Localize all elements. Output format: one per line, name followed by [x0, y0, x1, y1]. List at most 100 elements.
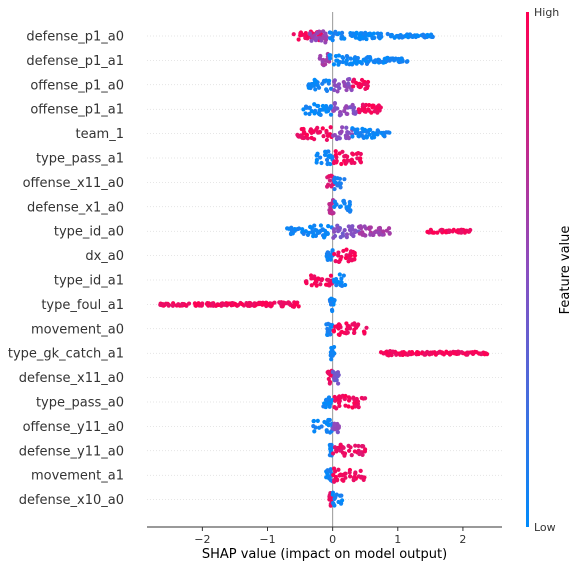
data-point	[360, 444, 365, 449]
data-point	[305, 136, 310, 141]
data-point	[326, 417, 331, 423]
data-point	[370, 103, 375, 108]
feature-row-defense_p1_a1	[317, 51, 410, 68]
data-point	[330, 351, 335, 357]
feature-label: defense_x10_a0	[19, 493, 124, 508]
data-point	[312, 274, 317, 279]
data-point	[467, 229, 472, 234]
data-point	[341, 55, 346, 61]
data-point	[346, 81, 351, 86]
data-point	[314, 36, 319, 41]
data-point	[332, 79, 337, 84]
data-point	[465, 352, 470, 357]
data-point	[479, 352, 484, 357]
data-point	[415, 350, 420, 355]
data-point	[339, 329, 344, 334]
data-point	[389, 352, 394, 358]
data-point	[325, 250, 330, 255]
data-point	[210, 301, 215, 306]
data-point	[341, 472, 346, 477]
data-point	[179, 302, 184, 307]
data-point	[375, 106, 380, 111]
data-point	[362, 224, 367, 229]
data-point	[330, 38, 335, 43]
data-point	[389, 57, 394, 62]
data-point	[336, 259, 341, 264]
data-point	[288, 231, 294, 236]
data-point	[323, 398, 329, 403]
data-point	[239, 302, 245, 307]
data-point	[311, 418, 317, 424]
data-point	[344, 87, 349, 93]
data-point	[351, 108, 356, 113]
feature-label: defense_x1_a0	[27, 200, 124, 215]
feature-row-type_pass_a0	[321, 393, 368, 411]
x-tick-label: 1	[394, 533, 401, 546]
feature-row-type_id_a0	[285, 223, 473, 240]
data-point	[360, 35, 365, 40]
data-point	[357, 231, 362, 236]
data-point	[342, 228, 347, 233]
data-point	[352, 127, 357, 132]
data-point	[341, 445, 346, 450]
data-point	[166, 303, 171, 308]
data-point	[337, 136, 342, 141]
data-point	[359, 395, 364, 401]
feature-row-offense_x11_a0	[325, 173, 347, 192]
data-point	[356, 404, 361, 410]
feature-label: type_gk_catch_a1	[8, 347, 124, 362]
data-point	[350, 224, 355, 229]
data-point	[301, 135, 306, 141]
data-point	[318, 223, 324, 228]
data-point	[325, 471, 330, 476]
data-point	[350, 152, 356, 157]
data-point	[321, 134, 326, 139]
data-point	[309, 229, 315, 234]
data-point	[317, 130, 322, 135]
data-point	[318, 155, 323, 160]
data-point	[342, 453, 347, 458]
data-point	[351, 84, 356, 89]
feature-label: type_foul_a1	[41, 298, 124, 313]
data-point	[404, 34, 409, 39]
data-point	[332, 373, 337, 379]
data-point	[330, 451, 336, 456]
data-point	[353, 443, 358, 448]
feature-label: offense_x11_a0	[23, 176, 124, 191]
data-point	[354, 31, 359, 36]
data-point	[323, 31, 328, 36]
data-point	[355, 127, 360, 132]
data-point	[312, 429, 317, 434]
data-point	[278, 301, 283, 306]
data-point	[347, 202, 352, 207]
data-point	[324, 157, 330, 162]
data-point	[358, 160, 364, 165]
data-point	[443, 230, 448, 235]
data-point	[332, 204, 337, 209]
data-point	[308, 224, 313, 230]
data-point	[327, 430, 333, 435]
data-point	[310, 34, 315, 39]
x-tick-label: −2	[194, 533, 210, 546]
data-point	[332, 394, 337, 400]
data-point	[323, 282, 329, 287]
data-point	[352, 327, 357, 332]
data-point	[400, 351, 405, 356]
data-point	[337, 323, 342, 328]
data-point	[344, 104, 349, 109]
data-point	[357, 451, 363, 456]
data-point	[324, 109, 329, 114]
data-point	[193, 302, 199, 307]
data-point	[348, 61, 354, 66]
data-point	[351, 477, 356, 482]
data-point	[422, 352, 427, 357]
data-point	[364, 85, 370, 91]
data-point	[316, 229, 321, 234]
data-point	[341, 273, 346, 278]
data-point	[309, 108, 314, 114]
data-point	[341, 79, 346, 85]
data-point	[351, 330, 357, 336]
data-point	[400, 35, 405, 40]
data-point	[296, 37, 301, 42]
